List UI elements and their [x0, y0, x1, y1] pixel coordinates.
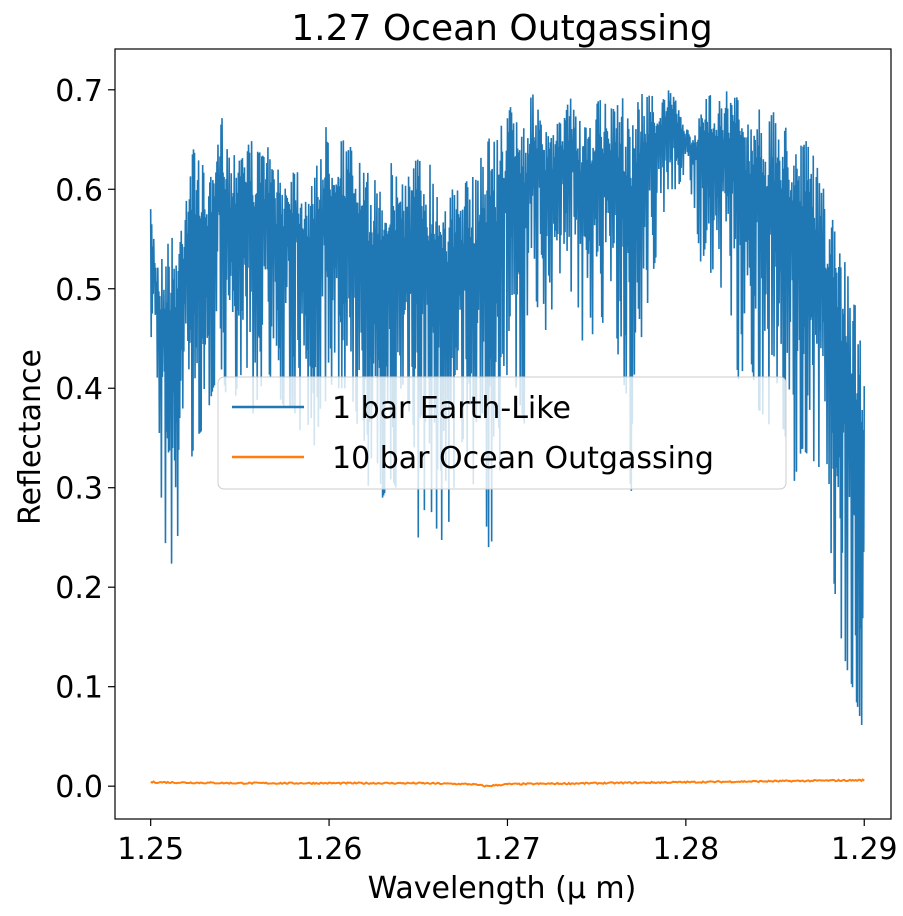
y-tick-label: 0.0	[55, 770, 103, 805]
y-tick-label: 0.5	[55, 273, 103, 308]
legend-box	[217, 376, 787, 490]
chart-title: 1.27 Ocean Outgassing	[291, 8, 713, 49]
y-tick-label: 0.7	[55, 74, 103, 109]
series-ocean-outgassing-line	[150, 778, 865, 788]
y-tick-label: 0.4	[55, 372, 103, 407]
legend: 1 bar Earth-Like 10 bar Ocean Outgassing	[217, 376, 787, 490]
y-tick-label: 0.2	[55, 571, 103, 606]
y-tick-label: 0.6	[55, 173, 103, 208]
x-axis-label: Wavelength (μ m)	[368, 871, 637, 906]
y-axis-label: Reflectance	[13, 349, 48, 525]
y-axis: 0.0 0.1 0.2 0.3 0.4 0.5 0.6 0.7	[55, 74, 115, 805]
x-tick-label: 1.29	[831, 832, 898, 867]
series-layer	[149, 90, 866, 788]
legend-label-ocean-outgassing: 10 bar Ocean Outgassing	[332, 441, 714, 476]
x-axis: 1.25 1.26 1.27 1.28 1.29	[117, 819, 898, 867]
legend-label-earth-like: 1 bar Earth-Like	[332, 391, 571, 426]
x-tick-label: 1.27	[474, 832, 541, 867]
series-earth-like-line	[149, 90, 866, 726]
x-tick-label: 1.25	[117, 832, 184, 867]
plot-frame	[114, 48, 892, 820]
y-tick-label: 0.3	[55, 472, 103, 507]
x-tick-label: 1.28	[652, 832, 719, 867]
y-tick-label: 0.1	[55, 671, 103, 706]
x-tick-label: 1.26	[296, 832, 363, 867]
